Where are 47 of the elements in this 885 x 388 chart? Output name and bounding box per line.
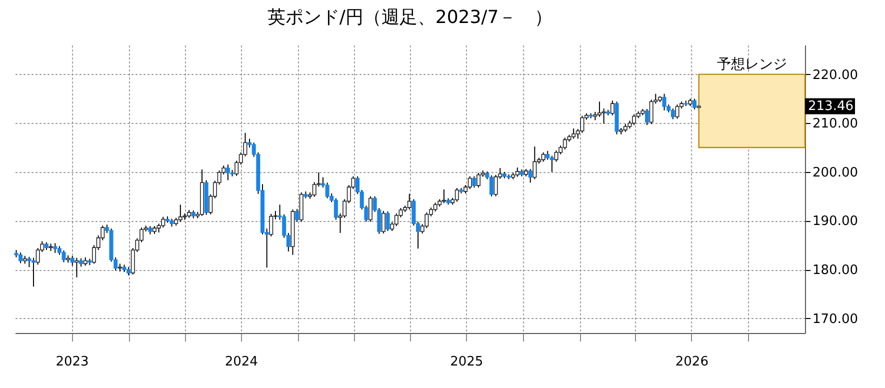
candlestick — [325, 182, 330, 199]
x-tick-label: 2026 — [675, 354, 708, 370]
candlestick — [489, 174, 494, 197]
y-tick-label: 210.00 — [812, 116, 858, 132]
candlestick — [528, 168, 532, 184]
candlestick — [532, 146, 537, 180]
candlestick — [161, 216, 166, 228]
candlestick — [515, 167, 520, 178]
candlestick — [178, 204, 182, 222]
candlestick — [368, 196, 372, 222]
candlestick — [662, 93, 666, 111]
candlestick — [692, 98, 697, 110]
text: 213.46 — [808, 99, 854, 114]
candlestick — [53, 242, 58, 254]
candlestick — [334, 198, 338, 220]
candlestick — [386, 210, 390, 232]
candlestick — [62, 250, 66, 263]
x-tick-label: 2024 — [224, 354, 258, 370]
candlestick — [602, 108, 606, 124]
candlestick — [610, 100, 614, 116]
candlestick — [27, 256, 32, 268]
candlestick — [295, 208, 300, 222]
candlestick — [226, 164, 230, 181]
band-label: 予想レンジ — [716, 56, 787, 72]
candlestick — [472, 176, 476, 188]
candlestick — [468, 176, 472, 190]
y-tick-label: 170.00 — [812, 312, 858, 327]
chart-title: 英ポンド/円（週足、2023/7－ ） — [267, 7, 553, 28]
x-tick-label: 2023 — [56, 354, 89, 370]
candlestick — [675, 104, 680, 120]
candlestick — [407, 193, 412, 210]
y-tick-label: 220.00 — [812, 68, 858, 83]
y-tick-label: 180.00 — [812, 263, 858, 278]
candlestick — [670, 108, 675, 120]
candlestick — [554, 150, 558, 162]
x-tick-label: 2025 — [450, 354, 484, 370]
y-tick-label: 200.00 — [812, 165, 858, 180]
candlestick — [562, 137, 567, 150]
candlestick — [550, 155, 554, 172]
candlestick — [74, 257, 79, 278]
candlestick — [381, 210, 386, 234]
y-tick-label: 190.00 — [812, 214, 858, 230]
candlestick — [454, 188, 459, 202]
candlestick — [541, 152, 546, 162]
candlestick — [645, 108, 649, 126]
candlestick — [476, 172, 481, 188]
candlestick — [442, 188, 446, 204]
